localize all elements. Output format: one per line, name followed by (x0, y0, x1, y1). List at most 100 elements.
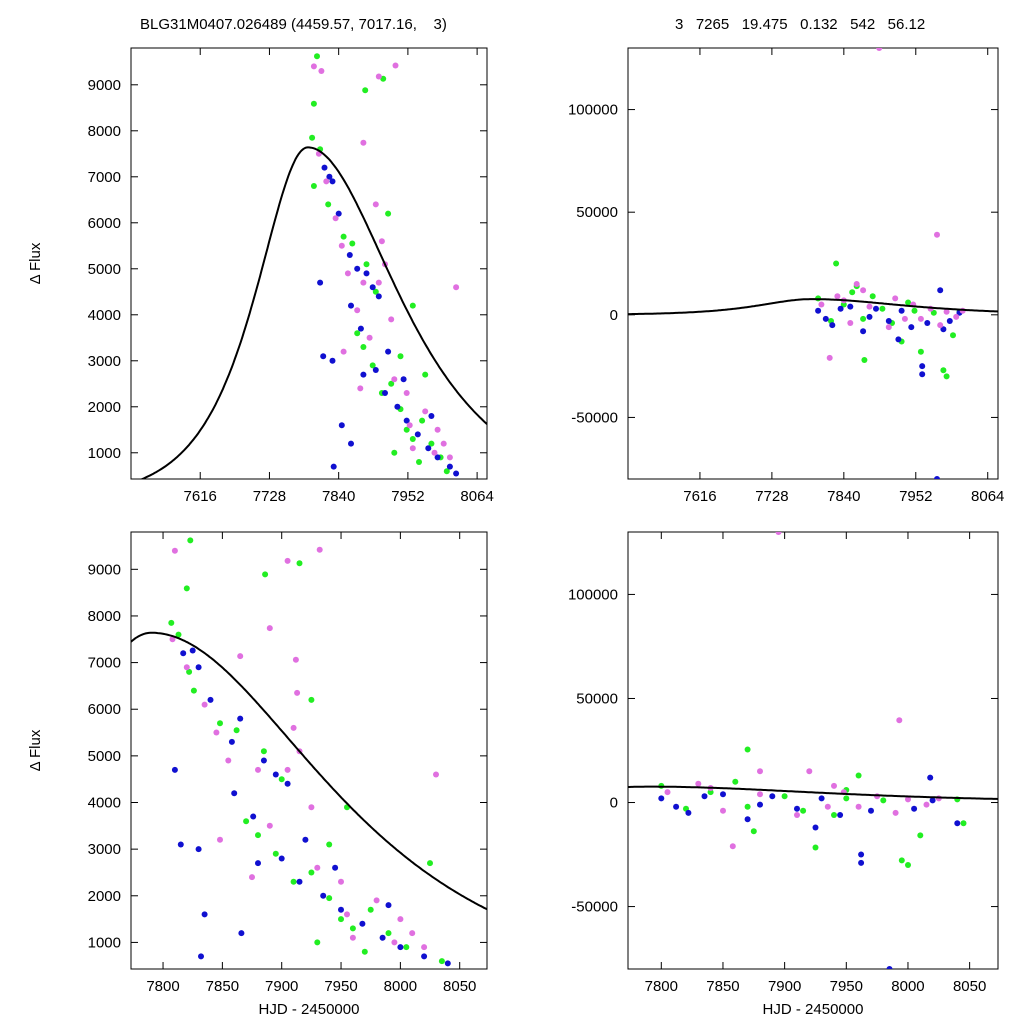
model-curve (139, 146, 487, 479)
data-point-green (310, 100, 317, 107)
data-point-pink (314, 864, 321, 871)
data-point-blue (360, 371, 367, 378)
data-point-blue (177, 841, 184, 848)
y-tick-label: 7000 (88, 169, 121, 186)
x-tick-label: 7950 (830, 978, 863, 995)
data-point-blue (335, 210, 342, 217)
data-point-green (325, 201, 332, 208)
data-point-blue (673, 803, 680, 810)
data-point-pink (294, 689, 301, 696)
data-point-blue (858, 859, 865, 866)
data-points (168, 537, 451, 967)
data-point-pink (310, 63, 317, 70)
data-point-green (707, 789, 714, 796)
data-point-pink (375, 279, 382, 286)
data-points (309, 53, 460, 477)
data-point-green (917, 832, 924, 839)
x-tick-label: 7616 (184, 488, 217, 505)
fit-parameters: 3 7265 19.475 0.132 542 56.12 (675, 16, 926, 33)
data-point-blue (385, 902, 392, 909)
data-point-blue (255, 860, 261, 867)
data-point-green (812, 844, 819, 851)
data-point-blue (302, 836, 309, 843)
data-point-blue (180, 650, 187, 657)
data-point-blue (446, 463, 453, 470)
data-point-green (409, 302, 416, 309)
data-point-pink (338, 242, 345, 249)
data-point-green (175, 631, 182, 638)
data-point-green (308, 869, 315, 876)
data-point-blue (284, 780, 291, 787)
data-point-pink (892, 295, 899, 302)
data-point-blue (895, 336, 902, 343)
x-tick-label: 7850 (706, 978, 739, 995)
model-curve (628, 785, 998, 800)
data-point-blue (330, 463, 337, 470)
data-points (658, 532, 967, 969)
data-point-pink (876, 48, 883, 51)
data-point-green (403, 944, 410, 951)
x-tick-label: 7840 (827, 488, 860, 505)
data-point-pink (794, 812, 800, 818)
y-tick-label: 4000 (88, 307, 121, 324)
y-tick-label: 8000 (88, 608, 121, 625)
y-tick-label: 100000 (568, 102, 618, 119)
y-tick-label: 6000 (88, 215, 121, 232)
y-tick-label: 7000 (88, 655, 121, 672)
data-point-pink (695, 780, 702, 787)
data-point-blue (207, 696, 214, 703)
data-point-blue (354, 265, 361, 272)
data-point-blue (189, 647, 196, 654)
data-point-pink (421, 944, 428, 951)
plot-frame (627, 531, 999, 970)
data-point-pink (855, 803, 862, 810)
data-point-blue (397, 944, 404, 951)
data-point-blue (400, 376, 407, 383)
data-point-green (905, 299, 912, 306)
data-point-pink (847, 320, 854, 326)
data-point-blue (171, 766, 178, 773)
data-point-pink (831, 782, 837, 789)
data-point-green (326, 841, 333, 848)
x-tick-label: 8064 (460, 488, 493, 505)
data-point-pink (213, 729, 220, 736)
data-point-blue (929, 797, 936, 804)
data-point-pink (720, 807, 726, 814)
data-point-blue (375, 293, 382, 300)
data-point-green (310, 183, 317, 189)
y-tick-label: 6000 (88, 701, 121, 718)
data-point-pink (391, 376, 398, 383)
data-point-green (833, 260, 840, 267)
data-point-pink (183, 664, 190, 671)
data-point-green (272, 850, 279, 857)
data-point-pink (391, 939, 398, 946)
x-tick-label: 7728 (755, 488, 788, 505)
data-point-blue (385, 348, 392, 355)
data-point-green (369, 362, 376, 369)
data-point-blue (847, 303, 854, 310)
data-point-green (840, 301, 847, 308)
data-point-green (403, 426, 410, 433)
data-point-green (388, 380, 395, 387)
data-point-blue (829, 322, 836, 329)
data-point-blue (421, 953, 428, 960)
data-point-blue (250, 813, 257, 820)
data-point-pink (433, 771, 439, 778)
data-point-blue (228, 738, 235, 745)
data-point-pink (290, 724, 297, 731)
data-point-blue (357, 325, 364, 332)
data-point-blue (769, 793, 776, 800)
data-point-blue (927, 774, 934, 781)
data-point-pink (896, 717, 903, 724)
data-point-pink (360, 279, 367, 286)
x-tick-label: 7616 (683, 488, 716, 505)
data-point-green (349, 240, 356, 247)
data-point-blue (934, 476, 940, 479)
y-tick-label: 5000 (88, 261, 121, 278)
data-point-pink (344, 270, 351, 277)
data-point-blue (201, 911, 208, 918)
data-point-green (898, 857, 905, 864)
data-point-green (354, 330, 361, 337)
data-point-pink (318, 68, 325, 74)
data-point-green (309, 134, 316, 141)
